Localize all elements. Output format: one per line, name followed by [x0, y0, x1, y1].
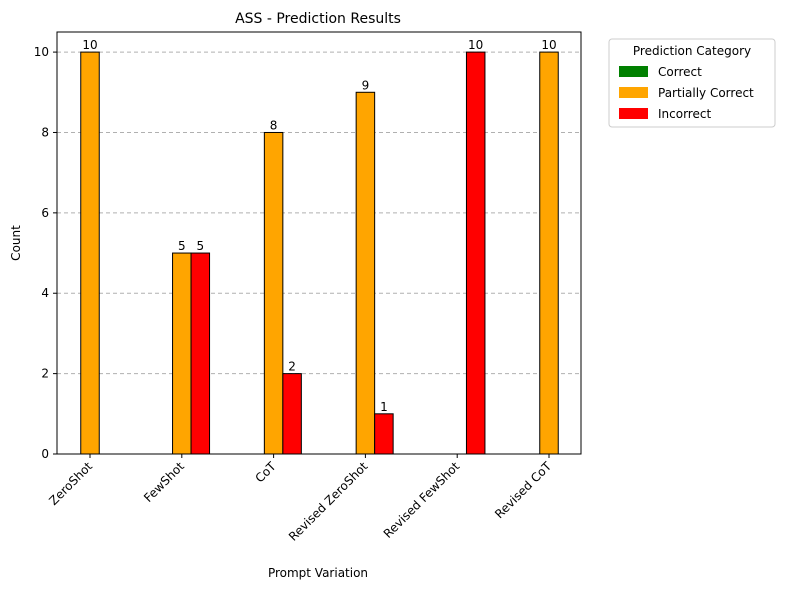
- bar: [263, 131, 284, 455]
- bar-value-label: 2: [288, 360, 296, 374]
- legend: Prediction Category Correct Partially Cor…: [608, 38, 776, 128]
- y-axis-label: Count: [9, 225, 23, 261]
- y-tick-label: 0: [41, 447, 49, 461]
- legend-swatch: [619, 66, 648, 77]
- y-tick-label: 6: [41, 206, 49, 220]
- legend-entry: Partially Correct: [658, 86, 754, 100]
- legend-entry: Incorrect: [658, 107, 711, 121]
- legend-frame: [608, 38, 776, 128]
- bar-value-label: 10: [541, 38, 556, 52]
- bar: [355, 91, 376, 455]
- y-tick-label: 8: [41, 125, 49, 139]
- plot-frame: [56, 31, 582, 455]
- legend-swatch: [619, 108, 648, 119]
- bar: [374, 413, 394, 455]
- bar-value-label: 8: [270, 118, 278, 132]
- bar-value-label: 9: [362, 78, 370, 92]
- chart-title: ASS - Prediction Results: [235, 11, 401, 27]
- bar-value-label: 1: [380, 400, 388, 414]
- bar-value-label: 5: [178, 239, 186, 253]
- bar: [539, 51, 559, 455]
- y-tick-label: 4: [41, 286, 49, 300]
- bar: [172, 252, 192, 455]
- bar: [282, 373, 302, 455]
- value-labels: 10 5 5 8 2 9 1 10 10: [82, 38, 556, 414]
- bar-value-label: 10: [82, 38, 97, 52]
- bar-value-label: 5: [196, 239, 204, 253]
- grid-lines: [57, 51, 581, 375]
- y-tick-label: 2: [41, 367, 49, 381]
- y-axis: 0 2 4 6 8 10: [34, 45, 57, 461]
- legend-swatch: [619, 87, 648, 98]
- bar: [465, 51, 486, 455]
- bar: [80, 51, 100, 455]
- legend-entry: Correct: [658, 65, 702, 79]
- x-axis-label: Prompt Variation: [268, 566, 368, 580]
- y-tick-label: 10: [34, 45, 49, 59]
- legend-title: Prediction Category: [633, 44, 751, 58]
- bar: [190, 252, 211, 455]
- bar-value-label: 10: [468, 38, 483, 52]
